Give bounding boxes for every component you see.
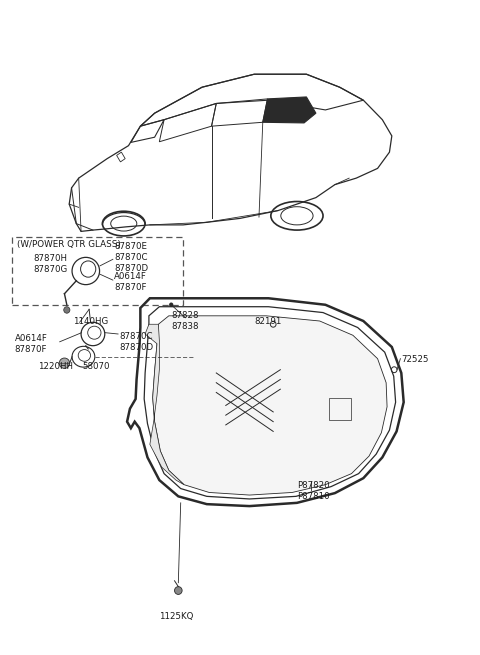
- Text: 87870E
87870C
87870D: 87870E 87870C 87870D: [114, 242, 148, 273]
- Text: 82191: 82191: [254, 316, 282, 326]
- Text: 58070: 58070: [83, 362, 110, 371]
- Text: A0614F
87870F: A0614F 87870F: [114, 272, 147, 292]
- Ellipse shape: [59, 358, 70, 368]
- Ellipse shape: [64, 307, 70, 313]
- Polygon shape: [145, 324, 184, 485]
- Text: 72525: 72525: [401, 356, 429, 364]
- Text: 1125KQ: 1125KQ: [159, 612, 193, 621]
- Text: 87870H
87870G: 87870H 87870G: [34, 253, 68, 274]
- Text: 87870C
87870D: 87870C 87870D: [119, 331, 153, 352]
- Polygon shape: [153, 316, 387, 495]
- Text: 1140HG: 1140HG: [73, 316, 108, 326]
- Text: A0614F
87870F: A0614F 87870F: [14, 333, 48, 354]
- Polygon shape: [263, 97, 316, 123]
- Ellipse shape: [175, 587, 182, 595]
- Text: P87820
P87810: P87820 P87810: [297, 481, 330, 501]
- Text: 87828
87838: 87828 87838: [171, 311, 199, 331]
- Text: (W/POWER QTR GLASS): (W/POWER QTR GLASS): [17, 240, 121, 250]
- Text: 1220HH: 1220HH: [38, 362, 73, 371]
- Ellipse shape: [169, 303, 173, 307]
